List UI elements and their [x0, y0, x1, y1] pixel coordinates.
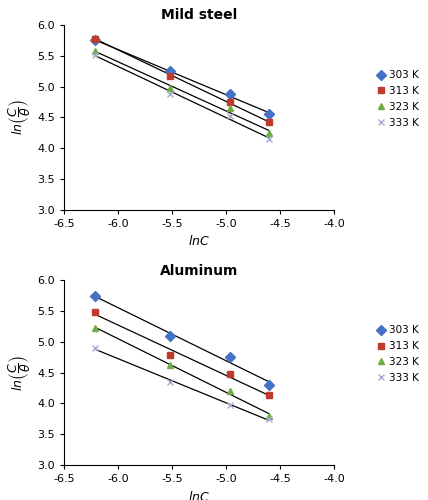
Title: Mild steel: Mild steel — [161, 8, 237, 22]
Line: 323 K: 323 K — [92, 324, 272, 419]
313 K — [266, 120, 271, 126]
323 K — [167, 85, 172, 91]
323 K — [266, 412, 271, 418]
Legend: 303 K, 313 K, 323 K, 333 K: 303 K, 313 K, 323 K, 333 K — [373, 322, 423, 387]
313 K — [228, 371, 233, 377]
303 K — [92, 38, 98, 44]
333 K — [228, 402, 233, 408]
313 K — [167, 352, 172, 358]
323 K — [92, 324, 98, 330]
303 K — [266, 112, 271, 117]
313 K — [92, 308, 98, 314]
303 K — [228, 354, 233, 360]
X-axis label: $\mathit{lnC}$: $\mathit{lnC}$ — [188, 234, 210, 248]
303 K — [92, 293, 98, 299]
Line: 313 K: 313 K — [92, 35, 272, 126]
323 K — [228, 388, 233, 394]
Line: 303 K: 303 K — [92, 37, 272, 118]
Title: Aluminum: Aluminum — [160, 264, 238, 278]
313 K — [266, 392, 271, 398]
323 K — [228, 105, 233, 111]
303 K — [266, 382, 271, 388]
333 K — [92, 345, 98, 351]
Y-axis label: $\mathit{ln}\left(\dfrac{C}{\theta}\right)$: $\mathit{ln}\left(\dfrac{C}{\theta}\righ… — [6, 354, 33, 390]
333 K — [167, 91, 172, 97]
Line: 303 K: 303 K — [92, 292, 272, 388]
333 K — [228, 113, 233, 119]
313 K — [92, 36, 98, 42]
Legend: 303 K, 313 K, 323 K, 333 K: 303 K, 313 K, 323 K, 333 K — [373, 66, 423, 132]
333 K — [92, 52, 98, 58]
Y-axis label: $\mathit{ln}\left(\dfrac{C}{\theta}\right)$: $\mathit{ln}\left(\dfrac{C}{\theta}\righ… — [6, 100, 33, 136]
333 K — [167, 379, 172, 385]
323 K — [266, 130, 271, 136]
323 K — [92, 48, 98, 54]
333 K — [266, 136, 271, 142]
Line: 313 K: 313 K — [92, 308, 272, 399]
Line: 333 K: 333 K — [92, 344, 272, 422]
313 K — [228, 99, 233, 105]
Line: 323 K: 323 K — [92, 48, 272, 136]
X-axis label: $\mathit{lnC}$: $\mathit{lnC}$ — [188, 490, 210, 500]
303 K — [167, 332, 172, 338]
333 K — [266, 416, 271, 422]
303 K — [167, 68, 172, 74]
313 K — [167, 72, 172, 78]
323 K — [167, 362, 172, 368]
Line: 333 K: 333 K — [92, 51, 272, 142]
303 K — [228, 91, 233, 97]
